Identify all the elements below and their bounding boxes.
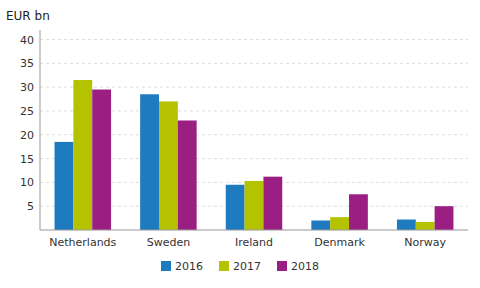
bar (349, 194, 368, 230)
legend-swatch (161, 261, 171, 271)
y-tick-label: 30 (20, 81, 34, 94)
bar (92, 90, 111, 230)
bar (397, 220, 416, 230)
bar (226, 185, 245, 230)
bar (435, 206, 454, 230)
bar (159, 101, 178, 230)
x-tick-label: Netherlands (49, 236, 116, 249)
y-tick-label: 15 (20, 153, 34, 166)
legend: 2016 2017 2018 (161, 260, 319, 273)
x-axis-line (40, 230, 468, 231)
legend-label: 2018 (291, 260, 319, 273)
y-tick-label: 20 (20, 129, 34, 142)
bar (245, 181, 264, 230)
bar (416, 222, 435, 230)
legend-label: 2017 (233, 260, 261, 273)
x-tick-label: Sweden (147, 236, 190, 249)
y-axis-line (40, 30, 41, 230)
legend-label: 2016 (175, 260, 203, 273)
y-tick-label: 35 (20, 57, 34, 70)
y-axis-label: EUR bn (6, 9, 50, 23)
y-tick-label: 10 (20, 176, 34, 189)
grid-line (40, 39, 468, 40)
y-tick-label: 25 (20, 105, 34, 118)
y-tick-label: 5 (27, 200, 34, 213)
grid-line (40, 87, 468, 88)
bar (178, 120, 197, 230)
bar (263, 177, 282, 230)
y-tick-label: 40 (20, 34, 34, 47)
legend-swatch (277, 261, 287, 271)
chart: 5 10 15 20 25 30 35 40 EUR bn Netherlands Sweden Ir… (0, 0, 480, 288)
x-tick-label: Denmark (314, 236, 365, 249)
legend-swatch (219, 261, 229, 271)
grid-line (40, 63, 468, 64)
x-tick-label: Ireland (235, 236, 273, 249)
x-tick-label: Norway (404, 236, 446, 249)
bar (73, 80, 92, 230)
bar (140, 94, 159, 230)
bar (311, 220, 330, 230)
bar (55, 142, 74, 230)
bar (330, 217, 349, 230)
bars (55, 80, 454, 230)
